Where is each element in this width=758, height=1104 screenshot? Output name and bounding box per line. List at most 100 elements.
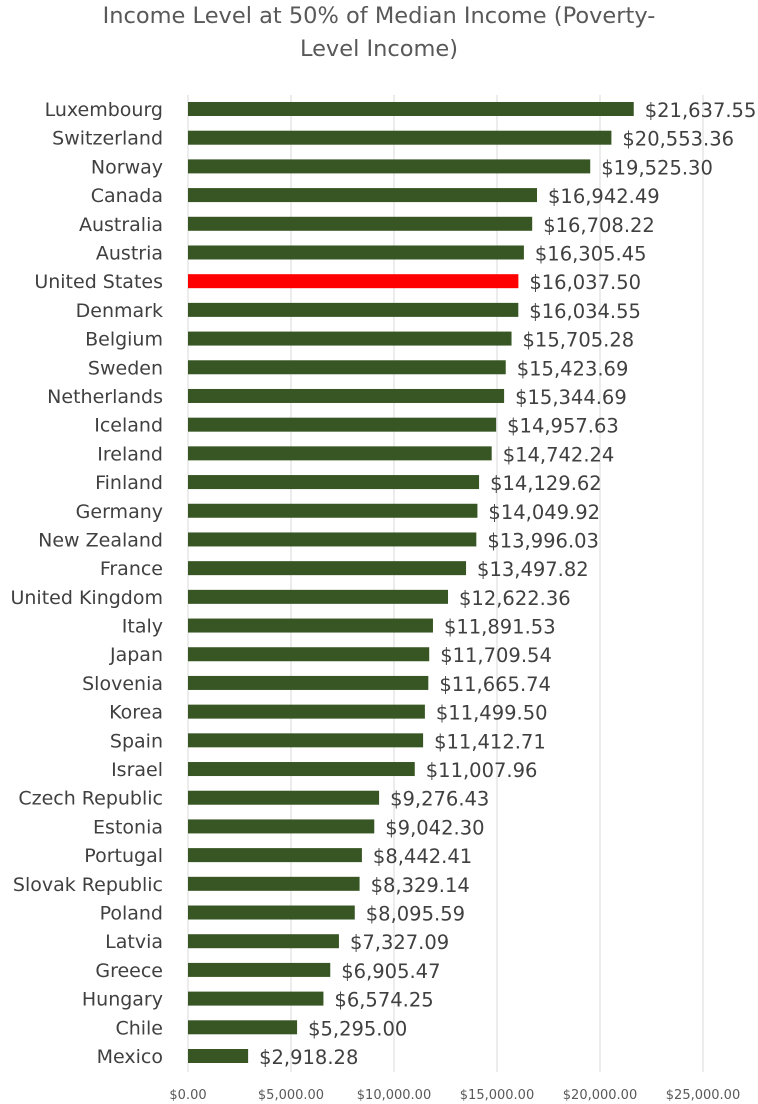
bar — [188, 188, 538, 203]
data-label: $5,295.00 — [308, 1017, 407, 1040]
bar — [188, 790, 380, 805]
data-label: $21,637.55 — [645, 99, 757, 122]
category-label: Japan — [109, 644, 163, 666]
category-label: Norway — [91, 156, 163, 178]
category-label: Italy — [122, 616, 163, 638]
data-label: $15,344.69 — [515, 386, 627, 409]
data-label: $14,129.62 — [490, 472, 602, 495]
chart-title: Income Level at 50% of Median Income (Po… — [0, 0, 758, 66]
bar — [188, 274, 519, 289]
x-tick-label: $0.00 — [169, 1088, 206, 1103]
data-label: $11,412.71 — [434, 730, 546, 753]
category-label: Australia — [79, 214, 163, 236]
category-label: Austria — [96, 242, 163, 264]
data-label: $8,329.14 — [371, 874, 470, 897]
category-label: Israel — [111, 759, 163, 781]
bar — [188, 762, 415, 777]
data-label: $9,276.43 — [390, 788, 489, 811]
bar — [188, 331, 512, 346]
data-label: $8,095.59 — [366, 903, 465, 926]
category-label: Estonia — [93, 816, 163, 838]
data-label: $9,042.30 — [385, 816, 484, 839]
data-label: $19,525.30 — [601, 156, 713, 179]
x-tick-label: $5,000.00 — [258, 1088, 324, 1103]
data-label: $13,996.03 — [487, 529, 599, 552]
category-label: Iceland — [94, 415, 163, 437]
category-label: Luxembourg — [45, 99, 163, 121]
category-label: Switzerland — [52, 128, 163, 150]
x-tick-label: $20,000.00 — [563, 1088, 637, 1103]
category-label: Denmark — [76, 300, 163, 322]
bar — [188, 532, 477, 547]
bar — [188, 360, 506, 375]
data-label: $11,891.53 — [444, 616, 556, 639]
bar — [188, 1020, 298, 1035]
bar — [188, 819, 375, 834]
bar — [188, 848, 362, 863]
category-label: Netherlands — [47, 386, 163, 408]
data-label: $20,553.36 — [622, 128, 734, 151]
bar — [188, 876, 360, 891]
category-label: Poland — [100, 903, 163, 925]
bar — [188, 618, 433, 633]
category-label: Belgium — [85, 329, 163, 351]
category-label: Canada — [91, 185, 163, 207]
bar — [188, 446, 492, 461]
category-label: Ireland — [97, 443, 163, 465]
bar — [188, 561, 467, 576]
data-label: $6,905.47 — [341, 960, 440, 983]
data-label: $8,442.41 — [373, 845, 472, 868]
chart-title-line-1: Income Level at 50% of Median Income (Po… — [102, 3, 656, 29]
data-label: $11,709.54 — [440, 644, 552, 667]
bar — [188, 905, 355, 920]
data-label: $11,499.50 — [436, 702, 548, 725]
bar — [188, 216, 533, 231]
bar — [188, 245, 524, 260]
category-label: Czech Republic — [18, 788, 163, 810]
category-label: United States — [34, 271, 163, 293]
x-tick-label: $15,000.00 — [460, 1088, 534, 1103]
data-label: $14,957.63 — [507, 415, 619, 438]
x-tick-label: $10,000.00 — [357, 1088, 431, 1103]
bar — [188, 475, 480, 490]
data-label: $15,705.28 — [523, 329, 635, 352]
bar — [188, 704, 425, 719]
category-label: Germany — [76, 501, 163, 523]
category-label: Korea — [109, 702, 163, 724]
category-label: Sweden — [88, 357, 163, 379]
data-label: $6,574.25 — [334, 989, 433, 1012]
category-label: Greece — [95, 960, 163, 982]
bar — [188, 130, 612, 145]
bar — [188, 934, 339, 949]
x-tick-label: $25,000.00 — [666, 1088, 740, 1103]
data-label: $2,918.28 — [259, 1046, 358, 1069]
bar — [188, 1049, 249, 1063]
chart-title-line-2: Level Income) — [299, 36, 459, 62]
data-label: $16,034.55 — [529, 300, 641, 323]
category-label: Slovak Republic — [13, 874, 163, 896]
category-label: Hungary — [82, 989, 163, 1011]
bar — [188, 159, 591, 174]
bar — [188, 417, 497, 432]
data-label: $16,305.45 — [535, 242, 647, 265]
data-label: $11,665.74 — [439, 673, 551, 696]
bar — [188, 991, 324, 1006]
category-label: France — [100, 558, 163, 580]
data-label: $11,007.96 — [426, 759, 538, 782]
data-label: $14,049.92 — [488, 501, 600, 524]
data-label: $16,037.50 — [529, 271, 641, 294]
bar — [188, 102, 634, 116]
data-label: $14,742.24 — [503, 443, 615, 466]
bar — [188, 675, 429, 690]
data-label: $7,327.09 — [350, 931, 449, 954]
category-label: Mexico — [97, 1046, 163, 1068]
category-label: Slovenia — [82, 673, 163, 695]
bar — [188, 962, 331, 977]
bar — [188, 503, 478, 518]
category-label: Latvia — [105, 931, 163, 953]
bar — [188, 302, 519, 317]
data-label: $16,942.49 — [548, 185, 660, 208]
bar — [188, 733, 424, 748]
category-label: Chile — [115, 1017, 163, 1039]
